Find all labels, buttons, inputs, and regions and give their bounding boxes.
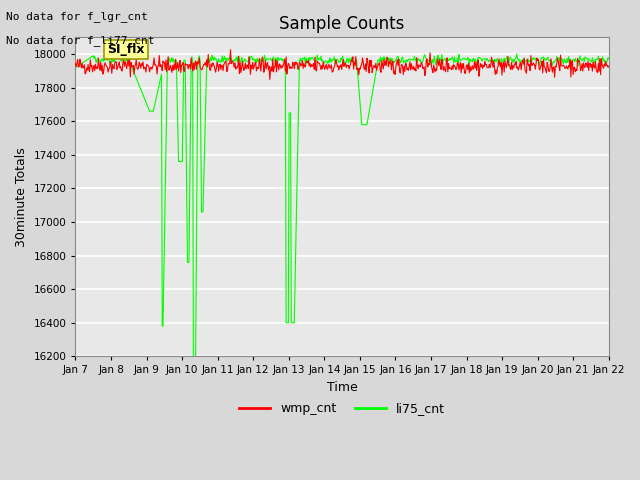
Legend: wmp_cnt, li75_cnt: wmp_cnt, li75_cnt xyxy=(234,397,451,420)
Text: No data for f_li77_cnt: No data for f_li77_cnt xyxy=(6,35,155,46)
Title: Sample Counts: Sample Counts xyxy=(280,15,404,33)
X-axis label: Time: Time xyxy=(327,381,358,394)
Text: SI_flx: SI_flx xyxy=(108,43,145,56)
Y-axis label: 30minute Totals: 30minute Totals xyxy=(15,147,28,247)
Text: No data for f_lgr_cnt: No data for f_lgr_cnt xyxy=(6,11,148,22)
